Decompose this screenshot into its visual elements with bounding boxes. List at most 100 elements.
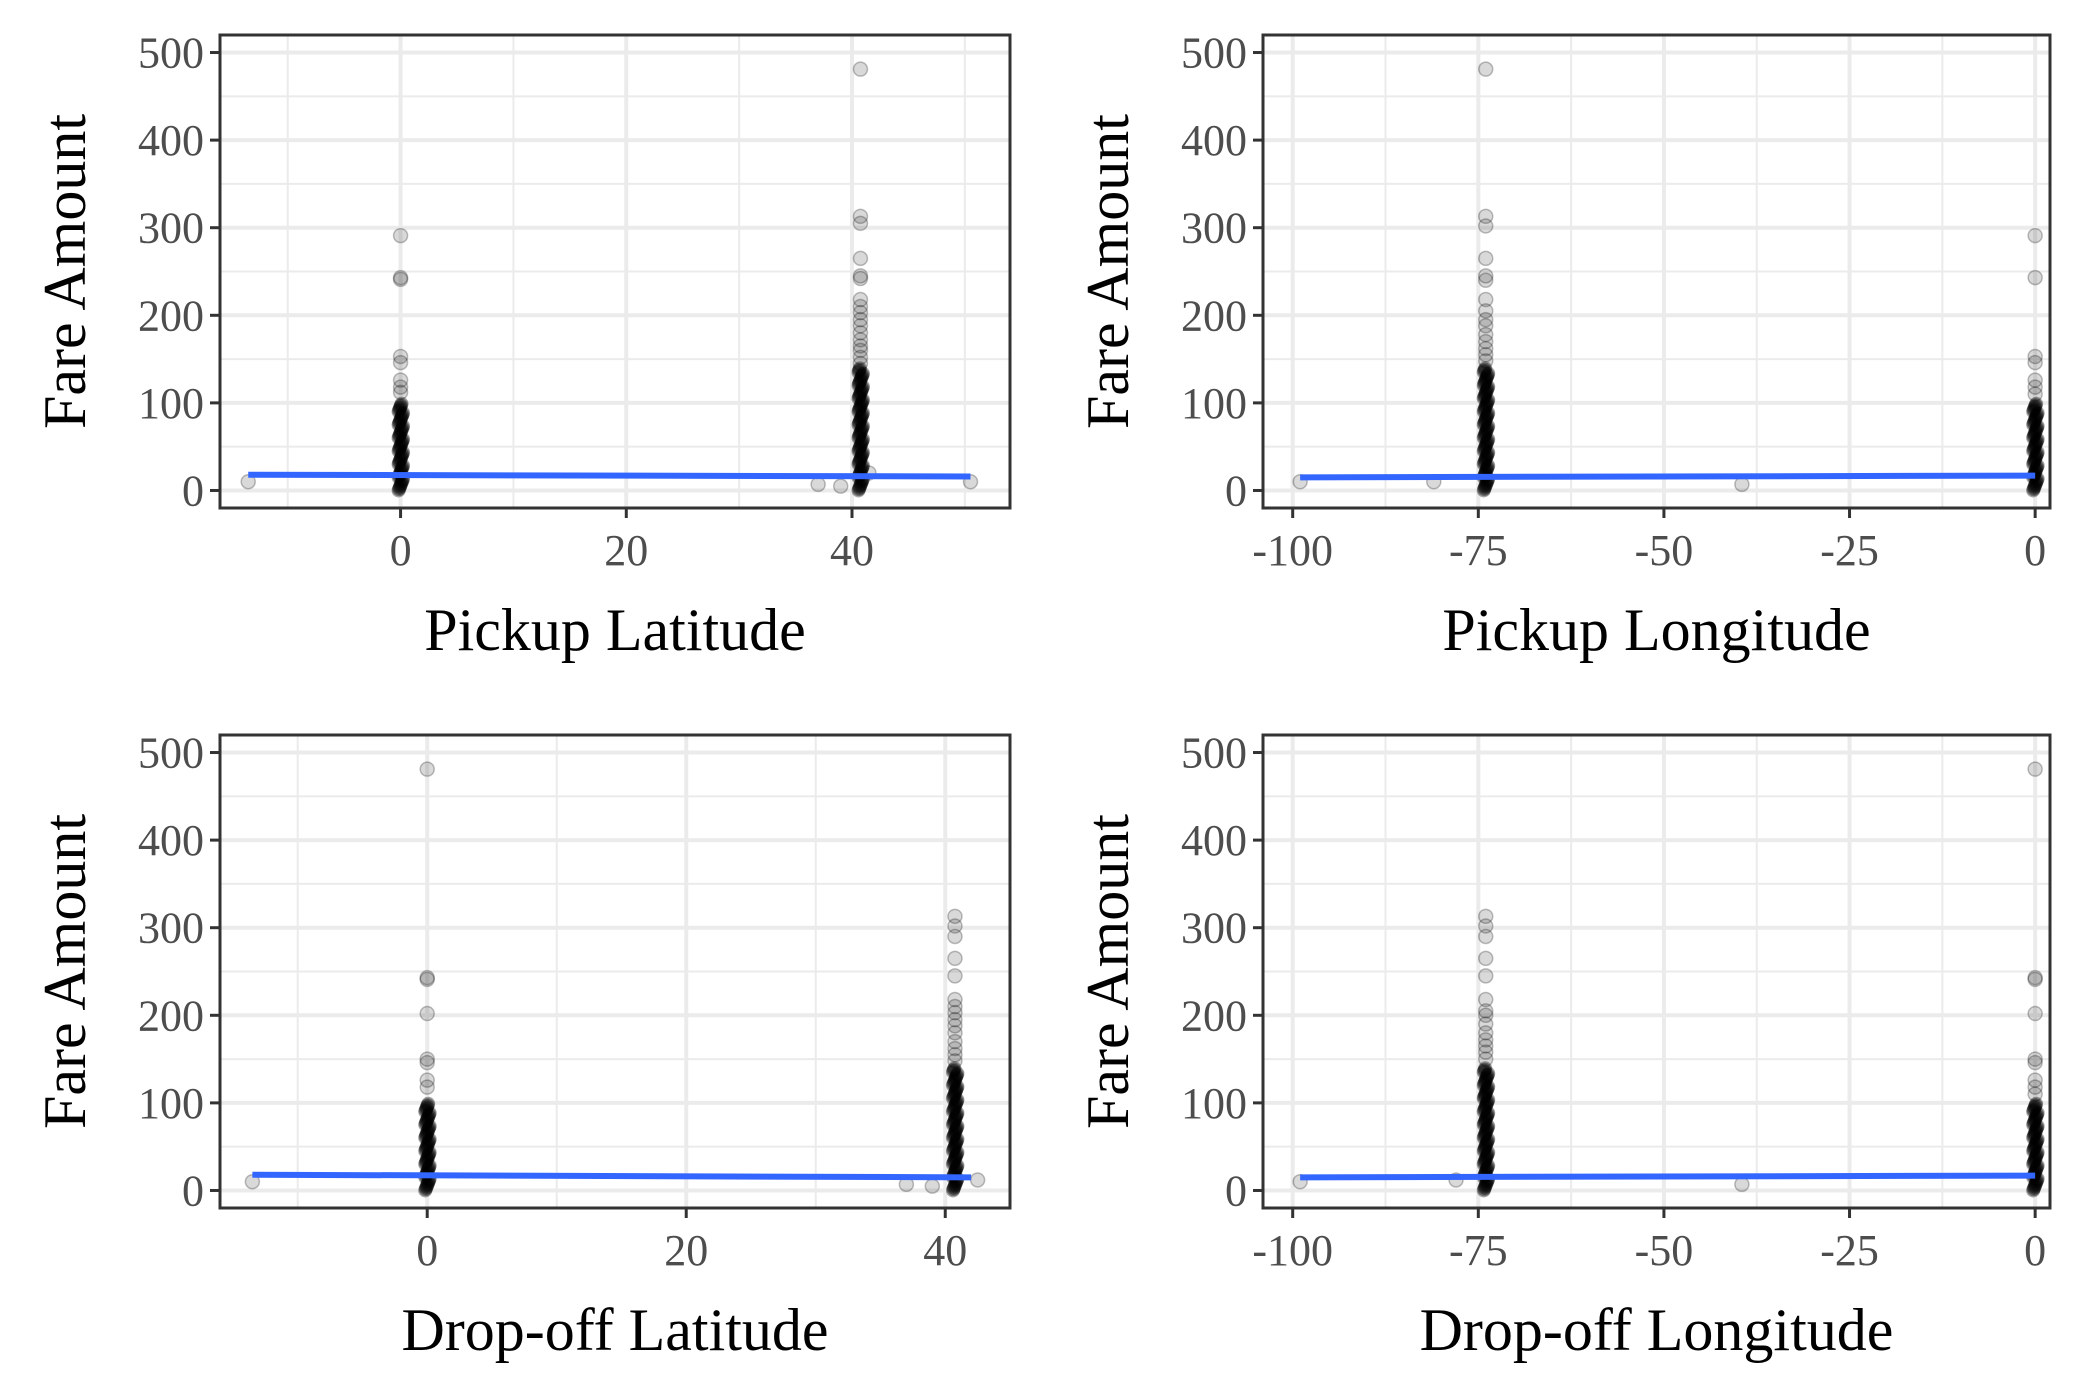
data-point: [948, 1137, 963, 1152]
data-point: [420, 1150, 435, 1165]
data-point: [1478, 373, 1493, 388]
data-point: [1477, 950, 1494, 967]
data-point: [420, 1112, 435, 1127]
data-point: [1478, 478, 1493, 493]
data-point: [2027, 453, 2042, 468]
data-point: [2027, 1100, 2042, 1115]
data-point: [396, 458, 411, 473]
data-point: [2028, 1137, 2043, 1152]
data-point: [949, 1082, 964, 1097]
data-point: [1479, 462, 1494, 477]
data-point: [2027, 1179, 2042, 1194]
data-point: [394, 437, 409, 452]
chart-panel-2: 0 100 200 300 400 500 -100 -75 -50 -25 0 Pickup Lon…: [1075, 29, 2052, 663]
data-point: [947, 1179, 962, 1194]
data-point: [851, 416, 866, 431]
data-point: [1477, 1077, 1492, 1092]
data-point: [1476, 1104, 1491, 1119]
data-point: [2029, 423, 2044, 438]
data-point: [1477, 1062, 1492, 1077]
data-point: [2028, 450, 2043, 465]
data-point: [420, 1176, 435, 1191]
data-point: [1477, 1115, 1492, 1130]
data-point: [854, 461, 869, 476]
data-point: [853, 476, 868, 491]
data-point: [852, 428, 867, 443]
data-point: [949, 1107, 964, 1122]
data-point: [1477, 415, 1492, 430]
data-point: [853, 412, 868, 427]
data-point: [854, 436, 869, 451]
data-point: [852, 61, 869, 77]
data-point: [2030, 419, 2045, 434]
data-point: [852, 440, 867, 455]
data-point: [853, 451, 868, 466]
data-point: [394, 423, 409, 438]
data-point: [419, 1154, 434, 1169]
data-point: [2029, 1096, 2044, 1111]
data-point: [1476, 1144, 1491, 1159]
data-point: [2029, 1161, 2044, 1176]
data-point: [949, 1159, 964, 1174]
data-point: [947, 1025, 963, 1041]
data-point: [394, 398, 409, 413]
data-point: [2026, 1129, 2041, 1144]
data-point: [1480, 459, 1495, 474]
data-point: [949, 1094, 964, 1109]
data-point: [1477, 1038, 1494, 1054]
data-point: [946, 1102, 961, 1117]
data-point: [1477, 454, 1492, 469]
data-point: [1477, 1155, 1492, 1170]
data-point: [1481, 1079, 1496, 1094]
data-point: [391, 483, 406, 498]
data-point: [852, 311, 869, 328]
data-point: [1476, 391, 1491, 406]
data-point: [1480, 1080, 1495, 1095]
data-point: [1478, 1112, 1493, 1127]
data-point: [947, 1040, 963, 1057]
data-point: [2029, 1148, 2044, 1163]
data-point: [392, 455, 407, 470]
y-tick-label: 0: [1225, 466, 1247, 515]
data-point: [947, 1153, 962, 1168]
data-point: [2026, 1130, 2041, 1145]
data-point: [2029, 475, 2044, 490]
data-point: [2030, 446, 2045, 461]
y-tick-label: 100: [1181, 1079, 1247, 1128]
data-point: [1480, 408, 1495, 423]
data-point: [1479, 423, 1494, 438]
data-point: [2027, 1140, 2042, 1155]
data-point: [1476, 430, 1491, 445]
data-point: [1476, 483, 1491, 498]
data-point: [1477, 346, 1494, 363]
data-point: [2030, 459, 2045, 474]
data-point: [946, 1077, 961, 1092]
data-point: [851, 417, 866, 432]
x-tick-label: -100: [1252, 1226, 1333, 1275]
data-point: [1477, 918, 1494, 934]
data-point: [392, 402, 407, 417]
data-point: [1481, 392, 1496, 407]
data-point: [1478, 426, 1493, 441]
data-point: [1478, 1153, 1493, 1168]
data-point: [392, 348, 409, 365]
data-point: [420, 1125, 435, 1140]
data-point: [947, 998, 963, 1015]
data-point: [852, 298, 869, 315]
y-tick-label: 200: [138, 291, 204, 340]
data-point: [2026, 457, 2041, 472]
data-point: [946, 1103, 961, 1118]
fit-line: [1300, 472, 2036, 481]
data-point: [851, 482, 866, 497]
data-point: [2027, 1102, 2042, 1117]
data-point: [948, 1176, 963, 1191]
data-point: [1476, 1130, 1491, 1145]
data-point: [421, 1123, 436, 1138]
data-point: [2027, 1051, 2043, 1067]
y-tick-label: 400: [1181, 816, 1247, 865]
data-point: [855, 445, 870, 460]
data-point: [1477, 311, 1494, 328]
data-point: [2030, 407, 2045, 422]
x-tick-label: 0: [390, 526, 412, 575]
data-point: [1479, 1084, 1494, 1099]
